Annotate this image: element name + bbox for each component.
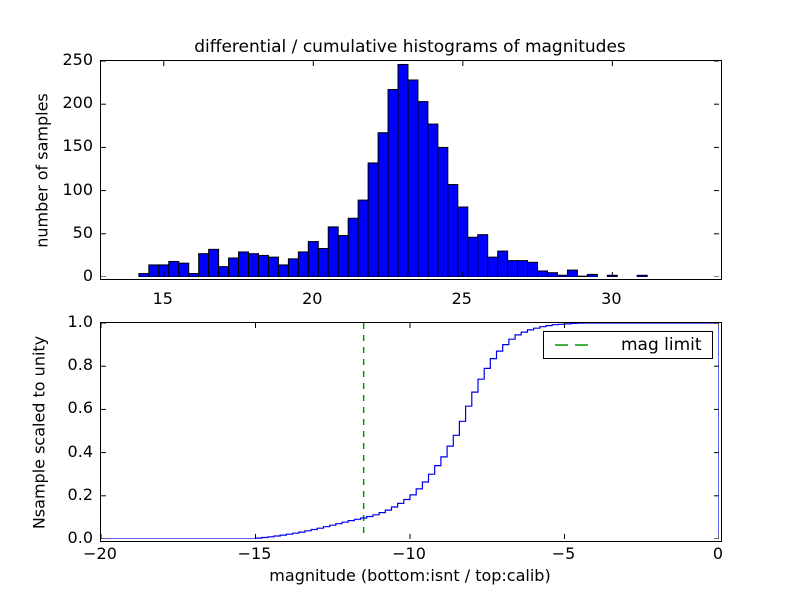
histogram-bar — [327, 226, 339, 277]
top-y-tick-label: 50 — [72, 222, 93, 242]
histogram-bar — [317, 247, 329, 277]
legend: mag limit — [543, 331, 713, 359]
top-y-tick-label: 100 — [62, 179, 93, 199]
histogram-bar — [367, 162, 379, 277]
histogram-bar — [387, 89, 399, 277]
bottom-x-tick-label: −15 — [237, 544, 272, 563]
histogram-bar — [576, 275, 588, 277]
histogram-bar — [507, 260, 519, 277]
histogram-bar — [457, 206, 469, 277]
histogram-bar — [487, 256, 499, 277]
differential-histogram-canvas — [101, 61, 719, 277]
top-y-tick-label: 150 — [62, 136, 93, 156]
histogram-bar — [447, 184, 459, 277]
histogram-bar — [248, 253, 259, 277]
histogram-bar — [208, 248, 220, 277]
histogram-bar — [257, 254, 269, 277]
cumulative-histogram-plot — [100, 322, 722, 542]
histogram-bar — [337, 235, 349, 277]
bottom-y-tick-label: 0.2 — [67, 484, 93, 504]
cumulative-histogram-canvas — [101, 323, 719, 539]
x-axis-label: magnitude (bottom:isnt / top:calib) — [269, 566, 551, 585]
histogram-bar — [287, 258, 299, 277]
top-y-tick-label: 0 — [82, 266, 93, 285]
histogram-bar — [267, 256, 279, 277]
bottom-x-tick-label: −10 — [392, 544, 426, 563]
histogram-bar — [138, 273, 150, 277]
histogram-bar — [517, 260, 529, 277]
bottom-y-tick-label: 0.6 — [67, 398, 93, 418]
histogram-bar — [477, 234, 489, 277]
mag-limit-dash-icon — [555, 344, 593, 346]
histogram-bar — [377, 132, 389, 277]
top-x-tick-label: 30 — [601, 289, 622, 308]
histogram-bar — [347, 217, 359, 277]
histogram-bar — [178, 262, 190, 277]
histogram-bar — [417, 101, 429, 277]
top-y-tick-label: 200 — [62, 93, 93, 113]
top-x-tick-label: 25 — [451, 289, 472, 308]
histogram-bar — [467, 236, 479, 277]
bottom-y-tick-label: 0.8 — [67, 355, 93, 375]
histogram-bar — [218, 266, 230, 277]
histogram-bar — [277, 264, 289, 277]
histogram-bar — [228, 257, 240, 277]
differential-histogram-plot — [100, 60, 722, 280]
histogram-bar — [238, 251, 250, 277]
bottom-x-tick-label: −5 — [551, 544, 576, 563]
histogram-bar — [407, 79, 419, 277]
histogram-bar — [297, 251, 309, 277]
bottom-y-tick-label: 1.0 — [67, 312, 93, 331]
bottom-x-tick-label: −20 — [83, 544, 117, 563]
top-y-tick-label: 250 — [62, 50, 93, 69]
top-x-tick-label: 15 — [152, 289, 173, 308]
histogram-bar — [168, 260, 180, 277]
histogram-bar — [397, 63, 409, 277]
histogram-bar — [188, 273, 200, 277]
bottom-x-tick-label: 0 — [712, 544, 724, 563]
histogram-bar — [527, 261, 539, 277]
histogram-bar — [357, 199, 369, 277]
bottom-y-axis-label: Nsample scaled to unity — [29, 335, 49, 530]
histogram-bar — [427, 123, 439, 277]
histogram-bar — [497, 250, 509, 277]
bottom-y-tick-label: 0.0 — [67, 528, 93, 547]
bottom-y-tick-label: 0.4 — [67, 441, 93, 461]
histogram-bar — [547, 272, 558, 277]
histogram-bar — [537, 270, 549, 277]
top-x-tick-label: 20 — [302, 289, 323, 308]
histogram-bar — [556, 274, 568, 277]
histogram-bar — [566, 269, 578, 277]
legend-label: mag limit — [621, 335, 702, 355]
histogram-bar — [148, 264, 160, 277]
histogram-bar — [586, 273, 598, 277]
figure-title: differential / cumulative histograms of … — [194, 37, 626, 57]
histogram-bar — [437, 146, 449, 277]
histogram-bar — [307, 241, 319, 277]
cumulative-step-line — [101, 323, 719, 539]
histogram-bar — [636, 274, 648, 277]
histogram-bar — [198, 253, 210, 277]
